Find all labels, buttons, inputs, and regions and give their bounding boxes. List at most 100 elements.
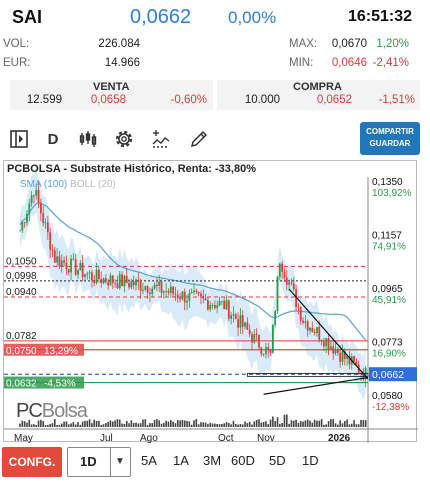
volume-bar xyxy=(262,421,265,427)
volume-bar xyxy=(279,423,281,427)
period-select[interactable]: 1D ▼ xyxy=(67,447,131,477)
level-box-pct: 13,29% xyxy=(44,346,78,357)
candle-body xyxy=(274,311,277,325)
volume-bar xyxy=(251,424,253,427)
candle-body xyxy=(309,327,311,331)
candle-body xyxy=(97,269,100,280)
candle-body xyxy=(316,326,318,334)
range-5a[interactable]: 5A xyxy=(141,453,157,468)
level-label: 0,0998 xyxy=(6,271,37,282)
range-60d[interactable]: 60D xyxy=(231,453,255,468)
candle-body xyxy=(323,341,325,347)
volume-bar xyxy=(209,422,212,427)
volume-bar xyxy=(77,422,79,427)
candle-body xyxy=(174,293,177,295)
candle-body xyxy=(172,286,175,294)
candle-body xyxy=(183,291,186,303)
chart-canvas[interactable]: 0,1050 0,0998 0,0940 0,0782 0,0750 13,29% 0,06… xyxy=(4,161,418,443)
volume-bar xyxy=(313,419,316,427)
candle-body xyxy=(74,259,77,275)
volume-bar xyxy=(286,414,288,427)
volume-bar xyxy=(54,419,56,427)
pencil-icon[interactable] xyxy=(186,126,212,152)
min-value: 0,0646 xyxy=(331,57,367,69)
volume-bar xyxy=(269,419,272,427)
range-1d[interactable]: 1D xyxy=(302,453,319,468)
candles-icon[interactable] xyxy=(75,126,101,152)
volume-bar xyxy=(334,423,337,427)
candle-body xyxy=(348,355,351,365)
volume-bar xyxy=(216,424,218,427)
candle-body xyxy=(123,275,126,287)
range-1a[interactable]: 1A xyxy=(173,453,189,468)
candle-body xyxy=(86,273,89,275)
level-box-value: 0,0632 xyxy=(6,379,37,390)
pct-tick-label: 45,91% xyxy=(372,295,406,306)
chart-toolbar: D COMPARTIR GUARDAR xyxy=(0,118,430,158)
volume-bar xyxy=(174,423,177,427)
share-save-button[interactable]: COMPARTIR GUARDAR xyxy=(360,122,420,155)
candle-body xyxy=(181,291,184,300)
candle-body xyxy=(304,321,307,323)
pct-tick-label: 103,92% xyxy=(372,188,412,199)
volume-bar xyxy=(172,421,174,427)
candle-body xyxy=(153,284,156,289)
volume-bar xyxy=(116,419,119,427)
candle-body xyxy=(258,334,260,348)
volume-bar xyxy=(26,422,28,427)
candle-body xyxy=(341,351,344,362)
price-box xyxy=(246,372,369,377)
volume-bar xyxy=(200,422,202,427)
candle-body xyxy=(204,298,207,301)
volume-bar xyxy=(51,423,54,427)
max-pct: 1,20% xyxy=(376,38,409,50)
vol-value: 226.084 xyxy=(98,38,140,50)
volume-bar xyxy=(144,419,147,427)
panel-toggle-icon[interactable] xyxy=(6,126,32,152)
candle-body xyxy=(313,332,316,334)
config-button[interactable]: CONFG. xyxy=(2,447,62,477)
volume-bar xyxy=(274,421,276,427)
volume-bar xyxy=(323,424,325,427)
candle-body xyxy=(262,353,265,355)
candle-body xyxy=(213,305,216,308)
volume-bar xyxy=(248,421,251,427)
vol-label: VOL: xyxy=(3,38,30,50)
price-chart[interactable]: 0,1050 0,0998 0,0940 0,0782 0,0750 13,29% 0,06… xyxy=(3,160,418,443)
candle-body xyxy=(67,269,70,273)
price-tick-label: 0,0580 xyxy=(372,391,403,402)
candle-body xyxy=(65,262,68,270)
volume-bar xyxy=(88,419,91,427)
candle-body xyxy=(158,281,161,286)
candle-body xyxy=(51,249,54,251)
volume-bar xyxy=(81,421,84,427)
indicators-icon[interactable] xyxy=(148,126,174,152)
candle-body xyxy=(167,291,170,293)
volume-bar xyxy=(86,420,89,427)
volume-bar xyxy=(223,423,225,427)
volume-bar xyxy=(146,424,149,427)
volume-bar xyxy=(190,424,193,427)
volume-bar xyxy=(330,419,332,427)
gear-icon[interactable] xyxy=(111,126,137,152)
candle-body xyxy=(355,361,358,365)
volume-bar xyxy=(207,424,209,427)
range-3m[interactable]: 3M xyxy=(203,453,222,468)
candle-body xyxy=(35,189,38,196)
candle-body xyxy=(244,322,246,327)
price-tick-label: 0,1350 xyxy=(372,177,403,188)
max-label: MAX: xyxy=(289,38,318,50)
period-button[interactable]: D xyxy=(47,130,59,148)
volume-bar xyxy=(56,424,58,427)
candle-body xyxy=(343,351,346,359)
candle-body xyxy=(267,347,270,350)
sell-qty: 12.599 xyxy=(26,94,62,106)
volume-bar xyxy=(163,422,165,427)
candle-body xyxy=(297,307,300,308)
candle-body xyxy=(207,300,209,310)
candle-body xyxy=(165,291,168,292)
candle-body xyxy=(42,213,45,224)
range-5d[interactable]: 5D xyxy=(269,453,286,468)
candle-body xyxy=(28,203,31,214)
volume-bar xyxy=(105,423,107,427)
